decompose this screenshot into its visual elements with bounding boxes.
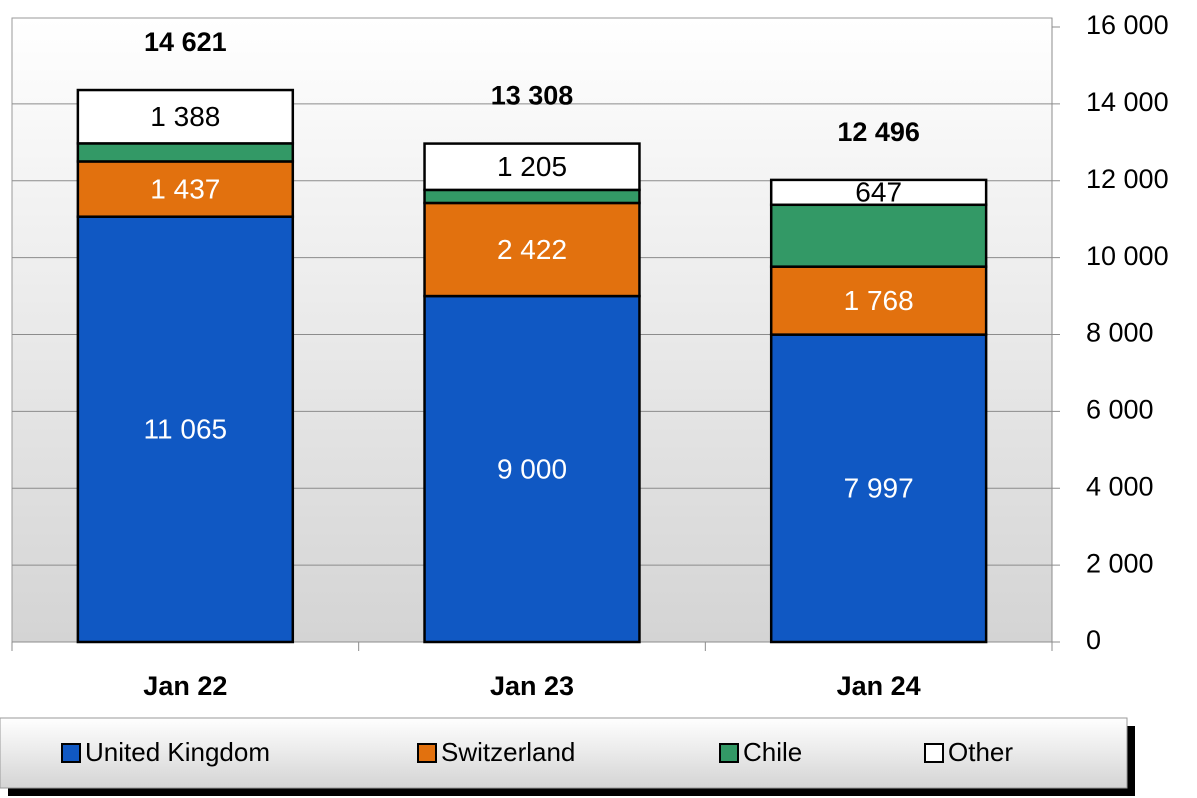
data-label: 1 437	[150, 173, 220, 204]
y-tick-label: 2 000	[1086, 548, 1154, 578]
legend-label: Other	[948, 737, 1013, 767]
bar-segment	[76, 215, 295, 644]
legend-swatch	[924, 743, 944, 763]
data-label: 647	[855, 177, 902, 208]
bar-segment	[769, 265, 988, 336]
y-tick-label: 6 000	[1086, 395, 1154, 425]
x-tick-label: Jan 24	[837, 671, 921, 701]
legend-label: Switzerland	[441, 737, 575, 767]
bar-segment	[76, 160, 295, 218]
y-tick-label: 16 000	[1086, 10, 1169, 40]
bar-segment	[423, 201, 641, 298]
data-label: 7 997	[844, 473, 914, 504]
bar-segment	[769, 203, 988, 268]
total-label: 12 496	[837, 117, 920, 147]
legend-label: United Kingdom	[85, 737, 270, 767]
data-label: 1 388	[150, 101, 220, 132]
data-label: 11 065	[144, 414, 228, 445]
legend-label: Chile	[743, 737, 802, 767]
bar-segment	[423, 294, 641, 644]
bar-segment	[423, 142, 641, 192]
y-tick-label: 10 000	[1086, 241, 1169, 271]
legend-swatch	[61, 743, 81, 763]
y-tick-label: 0	[1086, 625, 1101, 655]
data-label: 1 768	[844, 285, 914, 316]
bar-segment	[423, 188, 641, 205]
y-tick-label: 14 000	[1086, 87, 1169, 117]
data-label: 2 422	[497, 234, 567, 265]
data-label: 1 205	[497, 151, 567, 182]
y-tick-label: 8 000	[1086, 318, 1154, 348]
total-label: 13 308	[491, 81, 574, 111]
y-tick-label: 4 000	[1086, 471, 1154, 501]
total-label: 14 621	[144, 27, 227, 57]
data-label: 9 000	[497, 453, 567, 484]
legend-swatch	[719, 743, 739, 763]
bar-segment	[76, 142, 295, 163]
bar-segment	[769, 178, 988, 207]
legend-swatch	[417, 743, 437, 763]
x-tick-label: Jan 23	[490, 671, 574, 701]
x-tick-label: Jan 22	[143, 671, 227, 701]
bar-segment	[76, 88, 295, 145]
y-tick-label: 12 000	[1086, 164, 1169, 194]
